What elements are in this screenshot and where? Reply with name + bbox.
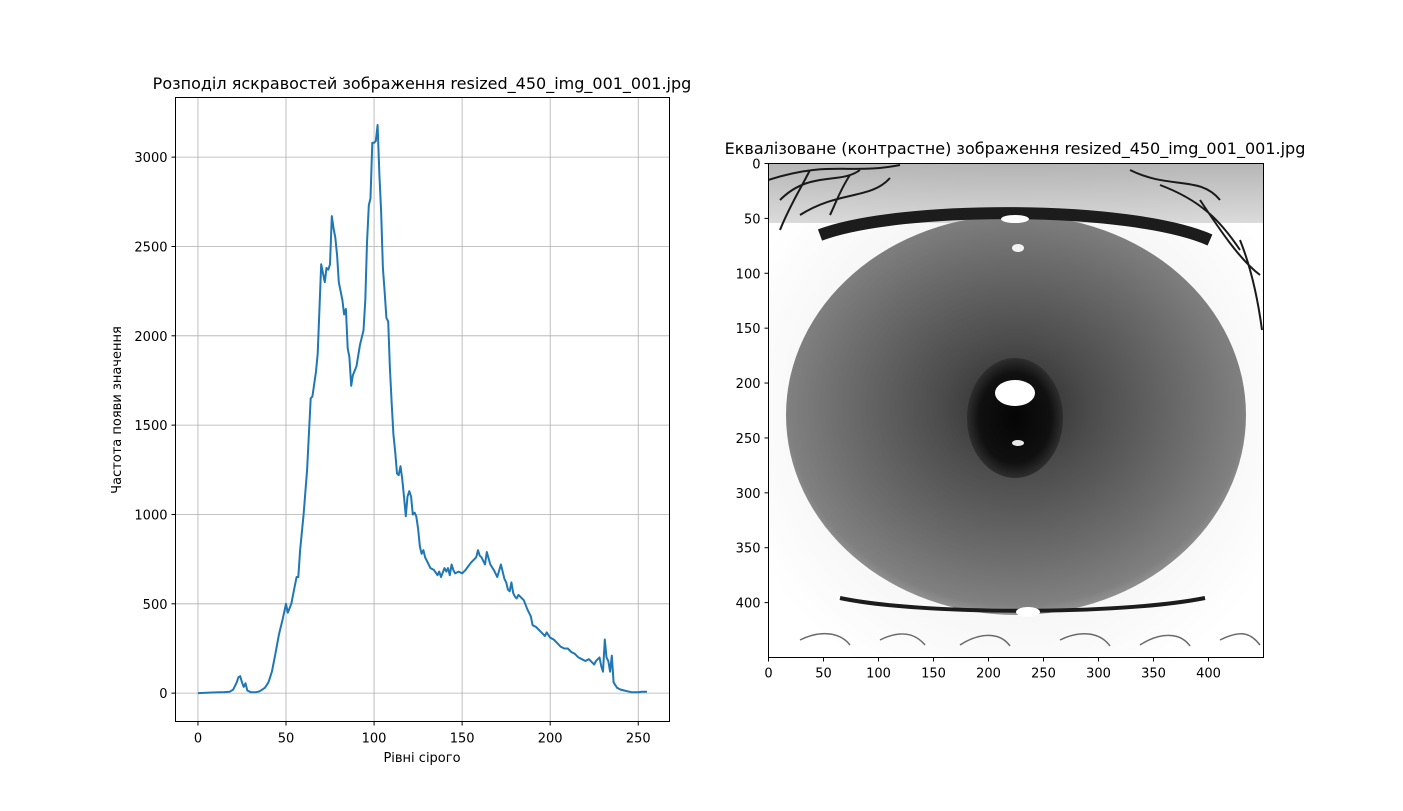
image-y-tick-label: 200 (736, 377, 761, 392)
image-x-tick-label: 400 (1196, 667, 1221, 682)
reflection-mid (1012, 244, 1024, 252)
y-tick-label: 0 (159, 687, 167, 702)
y-tick-label: 500 (143, 598, 168, 613)
image-y-tick-label: 250 (736, 432, 761, 447)
histogram-plot-frame (175, 97, 670, 722)
image-axes-frame (768, 163, 1264, 658)
histogram-title: Розподіл яскравостей зображення resized_… (153, 74, 692, 94)
histogram-chart: Розподіл яскравостей зображення resized_… (110, 74, 692, 766)
x-tick-label: 0 (194, 732, 202, 747)
y-tick-label: 1000 (134, 508, 167, 523)
eye-image (768, 163, 1263, 658)
reflection-low (1012, 440, 1024, 446)
image-y-tick-label: 350 (736, 542, 761, 557)
reflection-bottom (1016, 607, 1040, 617)
image-y-tick-label: 100 (736, 267, 761, 282)
y-tick-label: 2500 (134, 240, 167, 255)
x-tick-label: 50 (278, 732, 295, 747)
x-tick-label: 100 (362, 732, 387, 747)
image-y-tick-label: 50 (744, 212, 761, 227)
image-y-tick-label: 150 (736, 322, 761, 337)
image-y-ticks: 0 50 100 150 200 250 300 350 400 (736, 158, 769, 612)
x-tick-label: 200 (538, 732, 563, 747)
image-y-tick-label: 0 (752, 158, 760, 173)
image-x-tick-label: 100 (866, 667, 891, 682)
image-x-tick-label: 350 (1141, 667, 1166, 682)
histogram-x-ticks: 0 50 100 150 200 250 (194, 721, 651, 747)
histogram-line-layer (197, 124, 647, 695)
y-tick-label: 3000 (134, 151, 167, 166)
image-x-tick-label: 250 (1031, 667, 1056, 682)
eyelashes-bottom (799, 633, 1261, 647)
x-tick-label: 150 (450, 732, 475, 747)
histogram-series-line (197, 124, 647, 695)
y-tick-label: 2000 (134, 330, 167, 345)
reflection-top (1001, 215, 1029, 223)
image-x-tick-label: 0 (764, 667, 772, 682)
pupil (967, 358, 1063, 478)
image-y-tick-label: 300 (736, 487, 761, 502)
histogram-y-ticks: 0 500 1000 1500 2000 2500 3000 (134, 151, 176, 702)
pupil-reflection (995, 380, 1035, 406)
image-x-tick-label: 300 (1086, 667, 1111, 682)
eyelashes-top (768, 164, 1263, 331)
image-y-tick-label: 400 (736, 597, 761, 612)
y-tick-label: 1500 (134, 419, 167, 434)
image-x-ticks: 0 50 100 150 200 250 300 350 400 (764, 657, 1221, 682)
image-title: Еквалізоване (контрастне) зображення res… (725, 139, 1306, 159)
image-x-tick-label: 200 (976, 667, 1001, 682)
histogram-x-axis-label: Рівні сірого (383, 751, 460, 766)
x-tick-label: 250 (626, 732, 651, 747)
image-x-tick-label: 50 (815, 667, 832, 682)
equalized-image-panel: Еквалізоване (контрастне) зображення res… (725, 139, 1306, 682)
histogram-grid (175, 97, 670, 722)
histogram-y-axis-label: Частота появи значення (110, 326, 125, 494)
image-x-tick-label: 150 (921, 667, 946, 682)
upper-lid-shadow (817, 207, 1213, 246)
